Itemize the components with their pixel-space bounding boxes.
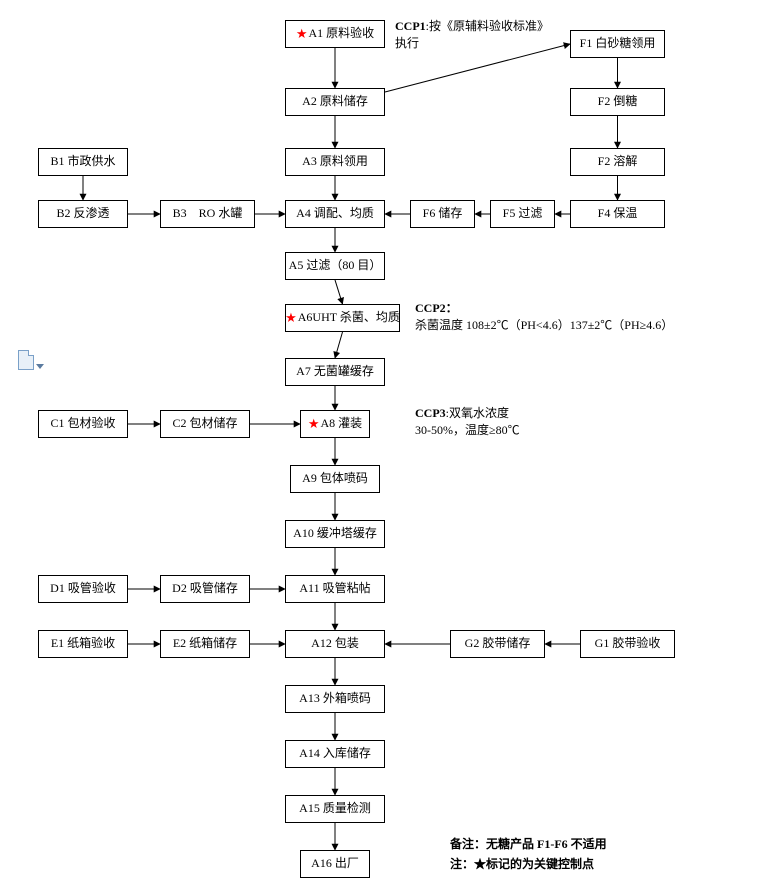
node-label: A2 原料储存 [302,95,368,108]
node-G2: G2 胶带储存 [450,630,545,658]
node-label: A11 吸管粘帖 [299,582,370,595]
node-label: F1 白砂糖领用 [580,37,656,50]
node-D2: D2 吸管储存 [160,575,250,603]
node-label: B2 反渗透 [56,207,109,220]
node-label: F2 溶解 [598,155,638,168]
node-E1: E1 纸箱验收 [38,630,128,658]
node-label: A7 无菌罐缓存 [296,365,374,378]
node-F6: F6 储存 [410,200,475,228]
node-label: B3 RO 水罐 [173,207,243,220]
node-C2: C2 包材储存 [160,410,250,438]
node-A15: A15 质量检测 [285,795,385,823]
node-F2a: F2 倒糖 [570,88,665,116]
annotation-ccp2: CCP2：杀菌温度 108±2℃（PH<4.6）137±2℃（PH≥4.6） [415,300,715,334]
node-label: B1 市政供水 [50,155,115,168]
footnote-2: 注：★标记的为关键控制点 [450,855,594,873]
document-icon [18,350,34,370]
node-label: A4 调配、均质 [296,207,374,220]
node-label: A13 外箱喷码 [299,692,371,705]
node-label: G2 胶带储存 [465,637,531,650]
dropdown-icon [36,364,44,369]
node-F4: F4 保温 [570,200,665,228]
node-B3: B3 RO 水罐 [160,200,255,228]
node-label: E1 纸箱验收 [51,637,115,650]
footnote-1: 备注：无糖产品 F1-F6 不适用 [450,835,607,853]
star-icon: ★ [285,311,297,325]
node-A14: A14 入库储存 [285,740,385,768]
node-label: A5 过滤（80 目） [289,259,382,272]
node-A8: ★A8 灌装 [300,410,370,438]
flowchart-canvas: CCP1:按《原辅料验收标准》执行 CCP2：杀菌温度 108±2℃（PH<4.… [0,0,757,885]
node-B1: B1 市政供水 [38,148,128,176]
node-A13: A13 外箱喷码 [285,685,385,713]
node-label: F4 保温 [598,207,638,220]
node-label: D1 吸管验收 [50,582,116,595]
node-A9: A9 包体喷码 [290,465,380,493]
node-label: D2 吸管储存 [172,582,238,595]
node-B2: B2 反渗透 [38,200,128,228]
star-icon: ★ [308,417,320,431]
node-D1: D1 吸管验收 [38,575,128,603]
node-label: C1 包材验收 [50,417,115,430]
node-label: A10 缓冲塔缓存 [293,527,377,540]
annotation-ccp1: CCP1:按《原辅料验收标准》执行 [395,18,555,52]
node-label: F2 倒糖 [598,95,638,108]
node-label: A9 包体喷码 [302,472,368,485]
node-F5: F5 过滤 [490,200,555,228]
node-label: A6UHT 杀菌、均质 [298,311,400,324]
annotation-ccp3: CCP3:双氧水浓度30-50%，温度≥80℃ [415,405,675,439]
node-A16: A16 出厂 [300,850,370,878]
node-label: A16 出厂 [311,857,359,870]
node-A10: A10 缓冲塔缓存 [285,520,385,548]
node-C1: C1 包材验收 [38,410,128,438]
node-A1: ★A1 原料验收 [285,20,385,48]
node-label: A1 原料验收 [308,27,374,40]
node-label: A8 灌装 [320,417,362,430]
node-label: G1 胶带验收 [595,637,661,650]
node-A2: A2 原料储存 [285,88,385,116]
node-A7: A7 无菌罐缓存 [285,358,385,386]
node-label: E2 纸箱储存 [173,637,237,650]
node-label: A12 包装 [311,637,359,650]
star-icon: ★ [296,27,308,41]
node-A5: A5 过滤（80 目） [285,252,385,280]
node-label: A15 质量检测 [299,802,371,815]
node-label: F6 储存 [423,207,463,220]
node-A4: A4 调配、均质 [285,200,385,228]
node-F2b: F2 溶解 [570,148,665,176]
node-F1: F1 白砂糖领用 [570,30,665,58]
node-label: A14 入库储存 [299,747,371,760]
node-A12: A12 包装 [285,630,385,658]
node-A3: A3 原料领用 [285,148,385,176]
node-E2: E2 纸箱储存 [160,630,250,658]
node-label: C2 包材储存 [172,417,237,430]
node-G1: G1 胶带验收 [580,630,675,658]
node-label: A3 原料领用 [302,155,368,168]
node-A11: A11 吸管粘帖 [285,575,385,603]
node-label: F5 过滤 [503,207,543,220]
node-A6: ★A6UHT 杀菌、均质 [285,304,400,332]
